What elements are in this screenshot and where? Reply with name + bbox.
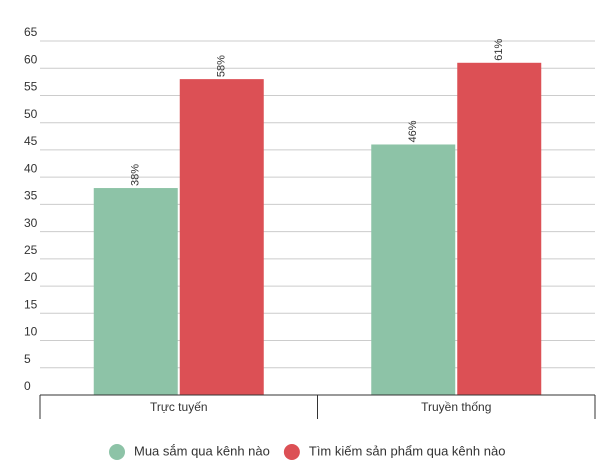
y-tick-label: 60 [24, 52, 38, 66]
bar [93, 188, 178, 395]
value-label: 58% [216, 55, 228, 77]
y-tick-label: 45 [24, 134, 38, 148]
y-tick-label: 20 [24, 270, 38, 284]
y-tick-label: 25 [24, 243, 38, 257]
y-tick-label: 50 [24, 107, 38, 121]
y-tick-label: 15 [24, 297, 38, 311]
y-tick-label: 40 [24, 161, 38, 175]
x-tick-label: Truyền thống [421, 400, 491, 414]
bar [179, 79, 264, 395]
value-label: 46% [407, 120, 419, 142]
legend-marker [109, 444, 125, 460]
y-tick-label: 0 [24, 379, 31, 393]
legend-label: Tìm kiếm sản phẩm qua kênh nào [309, 443, 506, 458]
bar [371, 144, 456, 395]
legend-label: Mua sắm qua kênh nào [134, 443, 270, 458]
y-tick-label: 55 [24, 80, 38, 94]
y-tick-label: 30 [24, 216, 38, 230]
y-tick-label: 65 [24, 25, 38, 39]
y-tick-label: 35 [24, 189, 38, 203]
legend-marker [283, 444, 300, 460]
value-label: 38% [130, 164, 142, 186]
bar [457, 62, 542, 396]
y-tick-label: 5 [24, 352, 31, 366]
y-tick-label: 10 [24, 325, 38, 339]
x-tick-label: Trực tuyến [150, 400, 208, 414]
value-label: 61% [493, 39, 505, 61]
